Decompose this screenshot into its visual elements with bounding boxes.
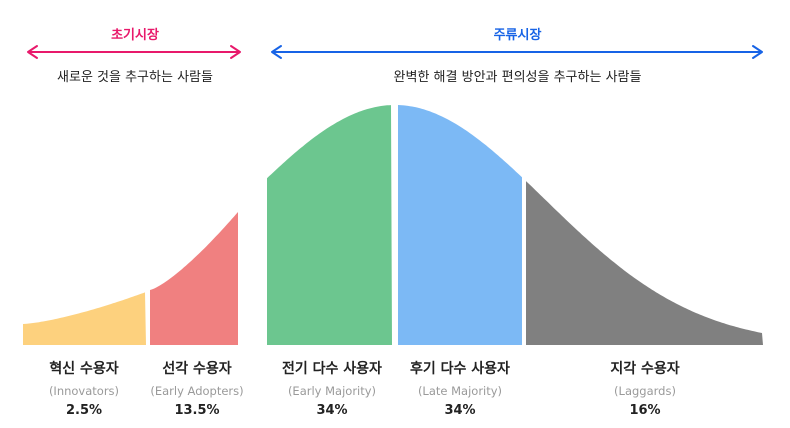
early-market-arrow (27, 45, 241, 59)
segment-area-early-majority (267, 105, 392, 345)
main-market-title: 주류시장 (493, 28, 542, 43)
segment-name: 전기 다수 사용자 (282, 361, 382, 377)
early-market-title: 초기시장 (111, 28, 159, 43)
segment-percentage: 2.5% (65, 403, 103, 418)
segment-name: 후기 다수 사용자 (410, 361, 510, 377)
segment-label-innovators: 혁신 수용자 (Innovators) 2.5% (20, 358, 148, 418)
segment-percentage: 16% (629, 403, 661, 418)
segment-label-early-majority: 전기 다수 사용자 (Early Majority) 34% (266, 358, 398, 418)
segment-percentage: 34% (444, 403, 476, 418)
segment-english-name: (Late Majority) (417, 384, 503, 398)
segment-label-early-adopters: 선각 수용자 (Early Adopters) 13.5% (138, 358, 256, 418)
main-market-description: 완벽한 해결 방안과 편의성을 추구하는 사람들 (393, 70, 642, 85)
segment-area-late-majority (398, 105, 522, 345)
segment-name: 지각 수용자 (610, 361, 680, 377)
segment-area-innovators (23, 292, 146, 345)
main-market-arrow (271, 45, 763, 59)
segment-english-name: (Early Adopters) (150, 384, 244, 398)
segment-english-name: (Early Majority) (287, 384, 377, 398)
segment-name: 선각 수용자 (162, 361, 232, 377)
early-market-description: 새로운 것을 추구하는 사람들 (57, 70, 213, 85)
segment-area-early-adopters (150, 212, 238, 345)
segment-name: 혁신 수용자 (49, 361, 119, 377)
segment-area-laggards (526, 181, 763, 345)
segment-label-laggards: 지각 수용자 (Laggards) 16% (560, 358, 730, 418)
segment-label-late-majority: 후기 다수 사용자 (Late Majority) 34% (394, 358, 526, 418)
segment-percentage: 34% (316, 403, 348, 418)
segment-percentage: 13.5% (174, 403, 220, 418)
segment-english-name: (Innovators) (48, 384, 120, 398)
segment-english-name: (Laggards) (614, 384, 676, 398)
